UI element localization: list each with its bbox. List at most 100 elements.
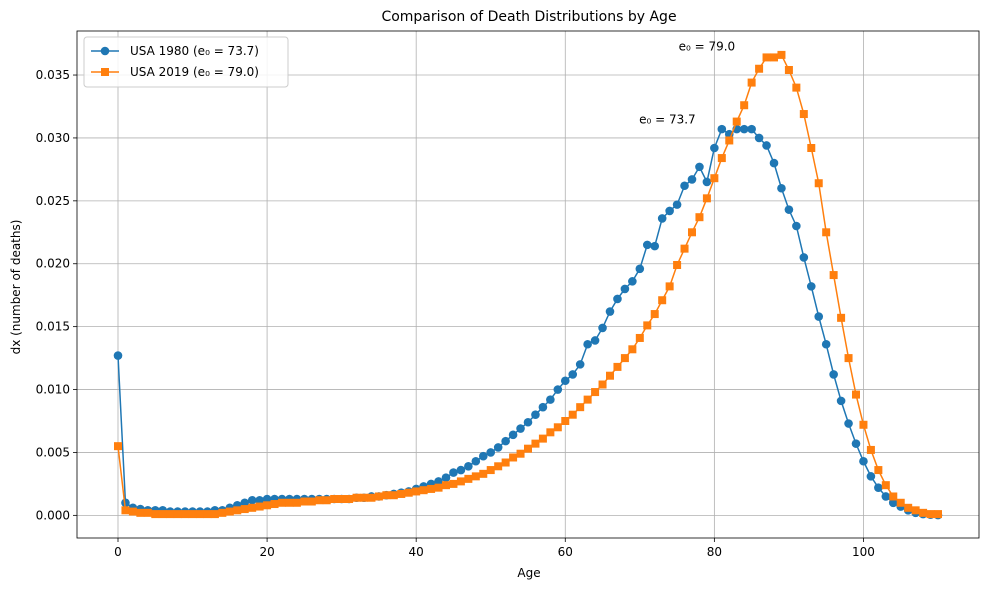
data-point: [367, 493, 376, 502]
data-point: [568, 410, 577, 419]
y-tick-label: 0.015: [36, 320, 70, 334]
data-point: [218, 508, 227, 517]
data-point: [546, 395, 555, 404]
data-point: [740, 101, 749, 110]
data-point: [836, 396, 846, 406]
data-point: [866, 445, 875, 454]
y-tick-label: 0.005: [36, 445, 70, 459]
data-point: [531, 410, 540, 420]
data-point: [888, 498, 898, 508]
data-point: [739, 124, 749, 134]
data-point: [263, 501, 272, 510]
data-point: [397, 489, 406, 498]
data-point: [166, 510, 175, 519]
annotations: e₀ = 73.7 e₀ = 79.0: [639, 40, 735, 127]
y-tick-label: 0.035: [36, 68, 70, 82]
data-point: [278, 498, 286, 507]
data-point: [635, 264, 645, 274]
data-point: [538, 402, 548, 412]
data-point: [806, 282, 816, 291]
y-tick-label: 0.030: [36, 131, 70, 145]
data-point: [173, 510, 182, 519]
data-point: [471, 456, 481, 466]
data-point: [747, 124, 756, 134]
data-point: [158, 510, 167, 519]
data-point: [516, 424, 525, 433]
data-point: [538, 434, 547, 443]
data-point: [546, 428, 555, 437]
data-point: [255, 495, 264, 505]
data-point: [464, 474, 473, 483]
data-point: [345, 495, 354, 503]
data-point: [181, 510, 190, 519]
data-point: [754, 133, 764, 143]
data-point: [881, 481, 890, 490]
data-point: [248, 503, 257, 512]
data-point: [732, 117, 741, 126]
data-point: [702, 177, 712, 187]
data-point: [725, 136, 734, 145]
data-point: [114, 442, 122, 451]
data-point: [143, 508, 152, 517]
data-point: [247, 495, 257, 505]
data-point: [285, 498, 294, 507]
data-point: [493, 443, 503, 452]
data-point: [769, 158, 779, 168]
data-point: [270, 500, 279, 509]
data-point: [866, 472, 876, 481]
data-point: [352, 493, 361, 502]
data-point: [792, 221, 801, 231]
series-1: [114, 50, 942, 519]
y-tick-label: 0.025: [36, 194, 70, 208]
data-point: [710, 143, 719, 153]
data-point: [814, 179, 823, 188]
data-point: [642, 240, 652, 250]
data-point: [553, 423, 562, 432]
data-point: [590, 336, 600, 345]
legend-item: USA 2019 (e₀ = 79.0): [91, 65, 259, 79]
legend-box: [83, 36, 289, 88]
data-point: [934, 510, 942, 519]
data-point: [717, 154, 726, 163]
data-point: [784, 66, 793, 74]
data-point: [680, 244, 689, 253]
data-point: [904, 503, 913, 512]
grid-lines: [77, 31, 979, 538]
data-point: [262, 494, 272, 504]
data-point: [822, 228, 831, 237]
data-point: [859, 456, 868, 466]
data-point: [889, 492, 898, 501]
data-point: [755, 64, 764, 73]
data-point: [628, 277, 637, 286]
data-point: [598, 380, 607, 389]
data-point: [643, 321, 652, 330]
legend-item: USA 1980 (e₀ = 73.7): [91, 44, 259, 58]
chart-title: Comparison of Death Distributions by Age: [381, 9, 676, 25]
data-point: [456, 477, 465, 486]
data-point: [442, 481, 450, 490]
data-point: [479, 469, 488, 478]
data-point: [658, 296, 667, 305]
data-point: [844, 419, 853, 428]
y-tick-label: 0.020: [36, 257, 70, 271]
data-point: [337, 495, 346, 503]
data-point: [650, 310, 659, 319]
legend-marker: [100, 46, 110, 56]
data-point: [225, 507, 234, 516]
legend: USA 1980 (e₀ = 73.7) USA 2019 (e₀ = 79.0): [83, 36, 289, 88]
data-point: [374, 492, 383, 501]
data-point: [926, 510, 935, 519]
data-point: [807, 144, 816, 152]
x-tick-label: 0: [114, 545, 122, 559]
annotation-label: e₀ = 73.7: [639, 113, 696, 127]
data-point: [777, 50, 786, 59]
data-point: [695, 162, 704, 172]
data-point: [606, 371, 614, 380]
plot-background: [77, 31, 979, 538]
data-point: [486, 466, 495, 475]
data-point: [449, 479, 458, 488]
data-point: [315, 496, 324, 505]
data-point: [844, 354, 853, 363]
data-point: [710, 174, 719, 183]
